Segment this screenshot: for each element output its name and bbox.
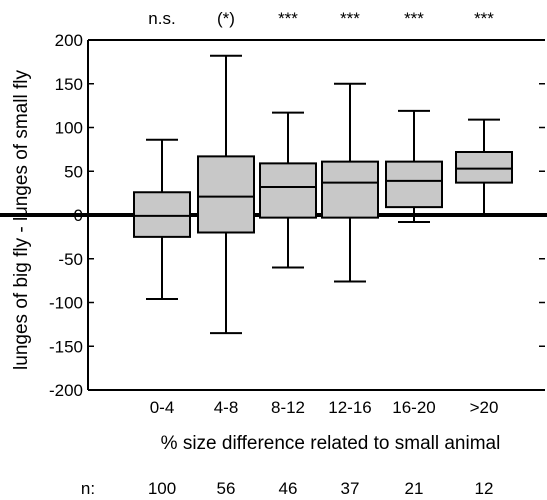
y-tick-label: 150 xyxy=(55,75,83,94)
significance-label: *** xyxy=(404,9,424,28)
box-1 xyxy=(133,138,191,300)
y-tick-label: 100 xyxy=(55,119,83,138)
box-6 xyxy=(455,118,513,216)
sample-size-value: 46 xyxy=(279,479,298,498)
x-axis-ticks: 0-4 4-8 8-12 12-16 16-20 >20 xyxy=(150,398,499,417)
y-tick-label: -150 xyxy=(49,337,83,356)
x-tick-label: 0-4 xyxy=(150,398,175,417)
box-group xyxy=(133,54,513,335)
x-tick-label: 4-8 xyxy=(214,398,239,417)
iqr-box xyxy=(455,151,513,184)
iqr-box xyxy=(197,155,255,234)
sample-size-value: 56 xyxy=(217,479,236,498)
x-tick-label: 16-20 xyxy=(392,398,435,417)
sample-size-value: 100 xyxy=(148,479,176,498)
y-tick-label: -100 xyxy=(49,294,83,313)
x-tick-label: >20 xyxy=(470,398,499,417)
box-3 xyxy=(259,111,317,269)
box-4 xyxy=(321,82,379,283)
y-axis-ticks: -200-150-100-50050100150200 xyxy=(49,31,545,400)
x-tick-label: 12-16 xyxy=(328,398,371,417)
box-2 xyxy=(197,54,255,335)
significance-label: (*) xyxy=(217,9,235,28)
y-tick-label: -50 xyxy=(58,250,83,269)
sample-size-value: 12 xyxy=(475,479,494,498)
sample-size-value: 21 xyxy=(405,479,424,498)
significance-label: *** xyxy=(340,9,360,28)
sample-size-label: n: xyxy=(81,479,95,498)
iqr-box xyxy=(259,162,317,219)
iqr-box xyxy=(321,160,379,219)
iqr-box xyxy=(385,160,443,209)
sample-size-value: 37 xyxy=(341,479,360,498)
significance-label: *** xyxy=(278,9,298,28)
sample-size-row: n: 100 56 46 37 21 12 xyxy=(81,479,494,498)
significance-label: n.s. xyxy=(148,9,175,28)
significance-label: *** xyxy=(474,9,494,28)
x-tick-label: 8-12 xyxy=(271,398,305,417)
iqr-box xyxy=(133,191,191,238)
y-tick-label: 200 xyxy=(55,31,83,50)
significance-labels: n.s. (*) *** *** *** *** xyxy=(148,9,494,28)
y-tick-label: 50 xyxy=(64,162,83,181)
x-axis-label: % size difference related to small anima… xyxy=(161,433,501,454)
y-tick-label: -200 xyxy=(49,381,83,400)
box-5 xyxy=(385,109,443,223)
y-axis-label: lunges of big fly - lunges of small fly xyxy=(11,70,32,370)
